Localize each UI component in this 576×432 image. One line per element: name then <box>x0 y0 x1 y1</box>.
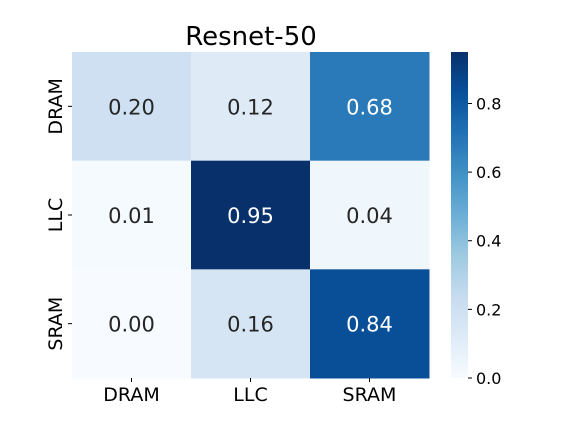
colorbar-tick-label: 0.0 <box>476 369 501 388</box>
heatmap-cell <box>310 269 430 379</box>
cell-value-label: 0.95 <box>227 204 274 228</box>
x-tick-label: DRAM <box>103 384 159 406</box>
x-tick-label: LLC <box>233 384 267 406</box>
heatmap-cell <box>191 52 311 162</box>
colorbar-ticks: 0.0 0.2 0.4 0.6 0.8 <box>468 94 501 388</box>
heatmap-cell <box>310 52 430 162</box>
heatmap-cell <box>72 160 192 270</box>
cell-value-label: 0.01 <box>108 204 155 228</box>
chart-title: Resnet-50 <box>185 22 317 52</box>
heatmap-cell <box>310 160 430 270</box>
cell-value-label: 0.20 <box>108 95 155 119</box>
x-tick-label: SRAM <box>343 384 397 406</box>
cell-value-label: 0.16 <box>227 313 274 337</box>
heatmap-cell <box>72 52 192 162</box>
heatmap-cell <box>72 269 192 379</box>
y-tick-label: DRAM <box>45 78 67 134</box>
y-tick-labels: DRAM LLC SRAM <box>45 78 72 351</box>
heatmap-cell <box>191 269 311 379</box>
colorbar-tick-label: 0.4 <box>476 232 501 251</box>
cell-value-label: 0.04 <box>346 204 393 228</box>
cell-value-label: 0.84 <box>346 313 393 337</box>
colorbar-tick-label: 0.8 <box>476 94 501 113</box>
y-tick-label: SRAM <box>45 297 67 351</box>
cell-value-label: 0.00 <box>108 313 155 337</box>
heatmap-cells: 0.20 0.12 0.68 0.01 0.95 0.04 0.00 0.16 0.84 <box>72 52 430 379</box>
x-tick-labels: DRAM LLC SRAM <box>103 378 396 406</box>
colorbar-tick-label: 0.2 <box>476 300 501 319</box>
y-tick-label: LLC <box>45 198 67 232</box>
colorbar <box>451 52 468 378</box>
heatmap-cell <box>191 160 311 270</box>
cell-value-label: 0.12 <box>227 95 274 119</box>
colorbar-tick-label: 0.6 <box>476 163 501 182</box>
cell-value-label: 0.68 <box>346 95 393 119</box>
